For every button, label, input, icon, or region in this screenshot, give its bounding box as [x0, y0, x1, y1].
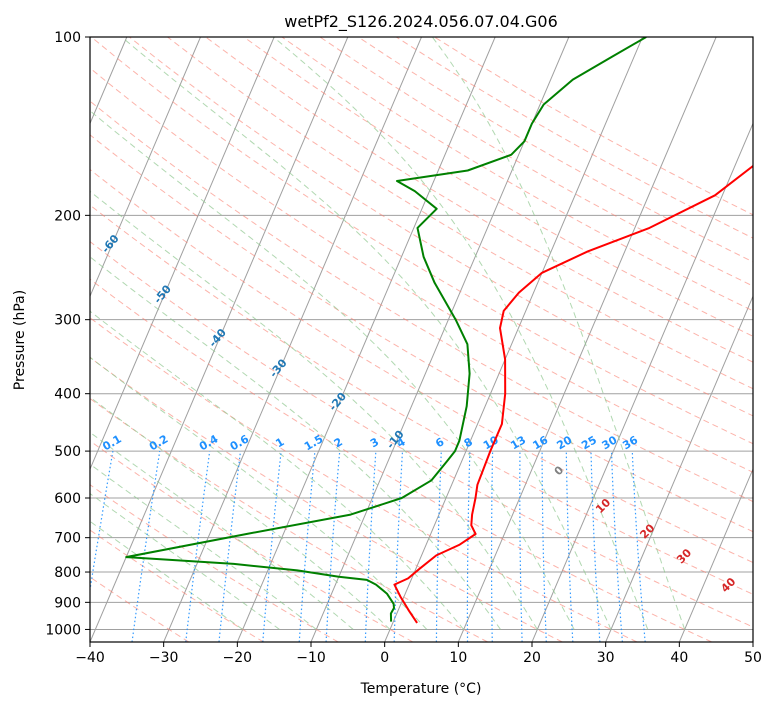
dry-adiabat-line	[90, 397, 488, 642]
y-axis-title: Pressure (hPa)	[12, 290, 28, 390]
isotherm-line	[678, 467, 753, 642]
isotherm-line	[605, 295, 753, 642]
mixing-ratio-line	[262, 451, 282, 642]
y-axis-ticks: 100 200 300 400 500 600 700 800 900 1000	[45, 30, 90, 638]
plot-frame	[89, 36, 754, 643]
dry-adiabat-line	[90, 440, 414, 642]
isotherm-line	[531, 122, 753, 642]
mixing-ratio-line	[131, 451, 161, 642]
x-tick-label: 30	[597, 650, 615, 666]
dry-adiabat-line	[90, 317, 638, 642]
x-tick-label: 10	[449, 650, 467, 666]
y-tick-label: 100	[54, 30, 81, 46]
dry-adiabat-line	[90, 484, 339, 642]
profile-series	[125, 37, 753, 624]
temperature-line	[393, 164, 753, 624]
dry-adiabat-line	[90, 356, 563, 642]
moist-adiabat-line	[273, 37, 649, 630]
isotherm-line	[90, 37, 275, 471]
dry-adiabat-line	[281, 37, 753, 312]
mixing-ratio-line	[185, 451, 211, 642]
y-tick-label: 200	[54, 208, 81, 224]
isotherm-line	[90, 37, 201, 298]
dry-adiabat-line	[90, 168, 753, 564]
moist-adiabat-line	[121, 37, 612, 630]
x-tick-label: −20	[223, 650, 253, 666]
x-tick-label: 20	[523, 650, 541, 666]
dry-adiabat-lines	[90, 37, 753, 642]
mixing-ratio-line	[218, 451, 242, 642]
x-tick-label: 50	[744, 650, 762, 666]
moist-adiabat-lines	[90, 37, 686, 630]
y-tick-label: 800	[54, 565, 81, 581]
moist-adiabat-line	[90, 396, 391, 630]
dry-adiabat-line	[90, 204, 753, 595]
dry-adiabat-line	[90, 278, 712, 642]
x-axis-ticks: −40 −30 −20 −10 0 10 20 30 40 50	[75, 642, 762, 666]
x-tick-label: −30	[149, 650, 179, 666]
x-tick-label: 0	[380, 650, 389, 666]
isotherm-line	[90, 37, 349, 642]
moist-adiabat-line	[90, 463, 317, 630]
dry-adiabat-line	[243, 37, 753, 337]
y-tick-label: 500	[54, 444, 81, 460]
x-axis-title: Temperature (°C)	[360, 681, 482, 697]
moist-adiabat-line	[90, 256, 501, 630]
mixing-ratio-line	[631, 451, 646, 642]
dry-adiabat-line	[90, 100, 753, 503]
dry-adiabat-line	[90, 37, 753, 445]
x-tick-label: −40	[75, 650, 105, 666]
y-tick-label: 1000	[45, 622, 81, 638]
isotherm-line	[236, 37, 496, 642]
dewpoint-line	[125, 37, 647, 622]
y-tick-label: 700	[54, 531, 81, 547]
moist-adiabat-line	[90, 520, 243, 630]
y-tick-label: 300	[54, 313, 81, 329]
x-tick-label: 40	[670, 650, 688, 666]
dry-adiabat-line	[90, 134, 753, 533]
moist-adiabat-line	[90, 310, 465, 630]
x-tick-label: −10	[296, 650, 326, 666]
dry-adiabat-line	[129, 37, 753, 417]
dry-adiabat-line	[90, 529, 264, 642]
moist-adiabat-line	[431, 37, 686, 630]
mixing-ratio-line	[90, 450, 114, 594]
moist-adiabat-line	[90, 356, 428, 630]
y-tick-label: 400	[54, 387, 81, 403]
mixing-ratio-lines	[90, 450, 646, 642]
isotherm-line	[457, 37, 717, 642]
chart-title: wetPf2_S126.2024.056.07.04.G06	[284, 12, 558, 32]
moist-adiabat-line	[90, 431, 354, 630]
isotherm-line	[384, 37, 643, 642]
y-tick-label: 600	[54, 491, 81, 507]
moist-adiabat-line	[90, 493, 280, 630]
dry-adiabat-line	[90, 241, 753, 628]
y-tick-label: 900	[54, 595, 81, 611]
mixing-ratio-line	[298, 451, 316, 642]
